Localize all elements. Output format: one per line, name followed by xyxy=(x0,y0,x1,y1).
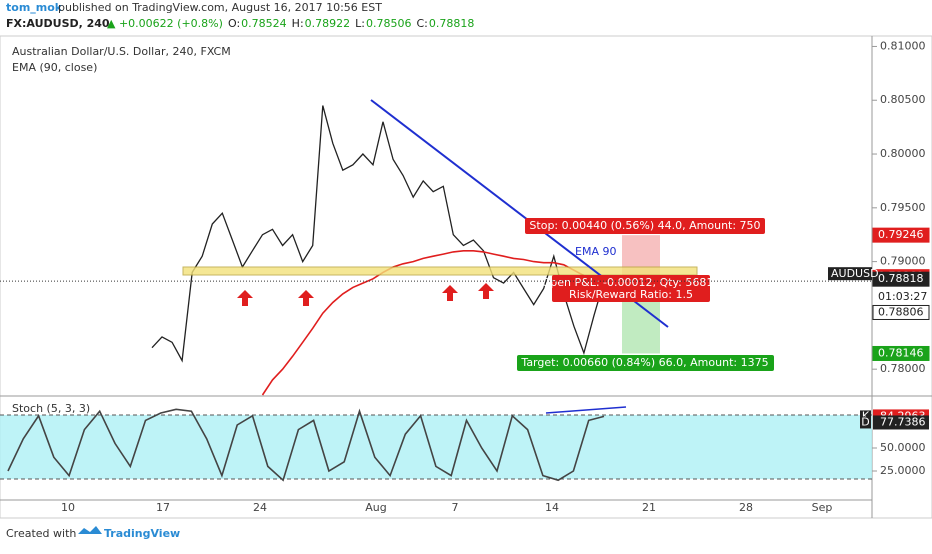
series-line xyxy=(7,408,605,482)
target-box xyxy=(517,355,774,371)
price-label: 0.78146 xyxy=(878,346,924,359)
tag: D xyxy=(861,415,869,428)
price-label: 0.78806 xyxy=(878,305,924,318)
x-tick-label: 10 xyxy=(61,501,75,514)
y-tick-label: 0.81000 xyxy=(880,39,926,52)
support-zone xyxy=(182,266,698,276)
ohlc: O: 0.78524 H: 0.78922 L: 0.78506 C: 0.78818 xyxy=(228,17,474,30)
y-tick-label: 0.80500 xyxy=(880,93,926,106)
y-tick-label: 0.80000 xyxy=(880,147,926,160)
stoch-label-box xyxy=(873,415,929,430)
footer-brand: TradingView xyxy=(104,527,180,540)
x-tick-label: 14 xyxy=(545,501,559,514)
chart-title: Australian Dollar/U.S. Dollar, 240, FXCM xyxy=(12,45,231,58)
arrow xyxy=(478,283,494,299)
tag: K xyxy=(862,409,870,422)
ohlc-value: 0.78922 xyxy=(305,17,351,30)
stoch-label: 77.7386 xyxy=(880,415,926,428)
stoch-title: Stoch (5, 3, 3) xyxy=(12,402,90,415)
x-tick-label: 7 xyxy=(452,501,459,514)
rr-text: Risk/Reward Ratio: 1.5 xyxy=(569,288,693,301)
x-tick-label: Aug xyxy=(365,501,386,514)
series-line xyxy=(151,105,605,363)
symbol-box xyxy=(828,267,872,281)
x-tick-label: Sep xyxy=(812,501,833,514)
y-tick-label: 25.0000 xyxy=(880,464,926,477)
stop-box xyxy=(525,218,765,234)
pnl-box xyxy=(552,275,710,302)
y-tick-label: 0.78000 xyxy=(880,362,926,375)
stop-text: Stop: 0.00440 (0.56%) 44.0, Amount: 750 xyxy=(529,219,760,232)
ohlc-key: C: xyxy=(417,17,428,30)
ohlc-key: L: xyxy=(355,17,365,30)
price-label: 0.78818 xyxy=(878,272,924,285)
price-label: 0.79246 xyxy=(878,228,924,241)
arrow xyxy=(298,290,314,306)
stoch-divergence xyxy=(545,406,627,414)
ohlc-value: 0.78818 xyxy=(429,17,475,30)
logo xyxy=(78,526,102,534)
published: published on TradingView.com, August 16,… xyxy=(58,1,382,14)
change: ▲ +0.00622 (+0.8%) xyxy=(107,17,223,30)
x-tick-label: 28 xyxy=(739,501,753,514)
series-line xyxy=(261,250,605,396)
tag-box xyxy=(860,410,871,423)
ohlc-value: 0.78506 xyxy=(366,17,412,30)
price-label-box xyxy=(872,271,930,287)
author: tom_mok xyxy=(6,1,63,14)
arrow xyxy=(237,290,253,306)
tag-box xyxy=(860,416,871,429)
pnl-text: Open P&L: -0.00012, Qty: 56818 xyxy=(542,276,721,289)
price-label-box xyxy=(872,227,930,243)
countdown: 01:03:27 xyxy=(878,290,927,303)
stoch-band xyxy=(0,415,872,479)
price-label-box xyxy=(872,304,930,320)
ohlc-value: 0.78524 xyxy=(241,17,287,30)
x-tick-label: 24 xyxy=(253,501,267,514)
y-tick-label: 50.0000 xyxy=(880,441,926,454)
footer-created: Created with xyxy=(6,527,76,540)
y-tick-label: 0.79000 xyxy=(880,255,926,268)
arrows xyxy=(237,283,494,306)
symbol: FX:AUDUSD, 240 xyxy=(6,17,110,30)
x-tick-label: 17 xyxy=(156,501,170,514)
ohlc-key: H: xyxy=(292,17,304,30)
x-tick-label: 21 xyxy=(642,501,656,514)
ohlc-key: O: xyxy=(228,17,240,30)
symbol-label: AUDUSD xyxy=(831,267,879,280)
ema-label: EMA 90 xyxy=(575,245,616,258)
chart-subtitle: EMA (90, close) xyxy=(12,61,97,74)
target-text: Target: 0.00660 (0.84%) 66.0, Amount: 13… xyxy=(520,356,768,369)
price-label-box xyxy=(872,345,930,361)
y-tick-label: 0.79500 xyxy=(880,201,926,214)
frame xyxy=(0,35,932,519)
arrow xyxy=(442,285,458,301)
